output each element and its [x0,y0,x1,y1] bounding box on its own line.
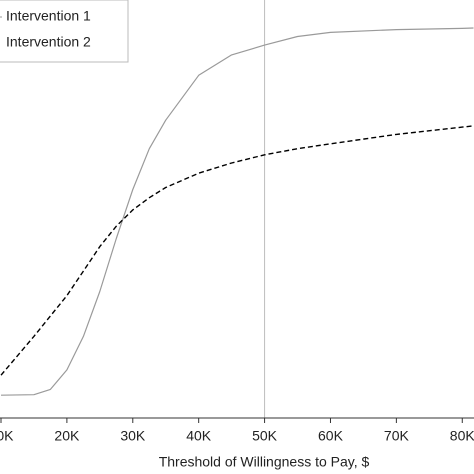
x-tick-label: 20K [54,428,80,444]
x-tick-label: 10K [0,428,14,444]
series-line [0,125,474,376]
x-tick-label: 30K [120,428,146,444]
x-tick-label: 50K [252,428,278,444]
x-tick-label: 40K [186,428,212,444]
x-tick-label: 70K [384,428,410,444]
x-tick-label: 80K [450,428,474,444]
x-tick-label: 60K [318,428,344,444]
legend-label: Intervention 2 [6,34,91,50]
legend-label: Intervention 1 [6,8,91,24]
legend-box [0,0,129,63]
x-axis-title: Threshold of Willingness to Pay, $ [159,454,370,470]
series-line [0,27,474,396]
